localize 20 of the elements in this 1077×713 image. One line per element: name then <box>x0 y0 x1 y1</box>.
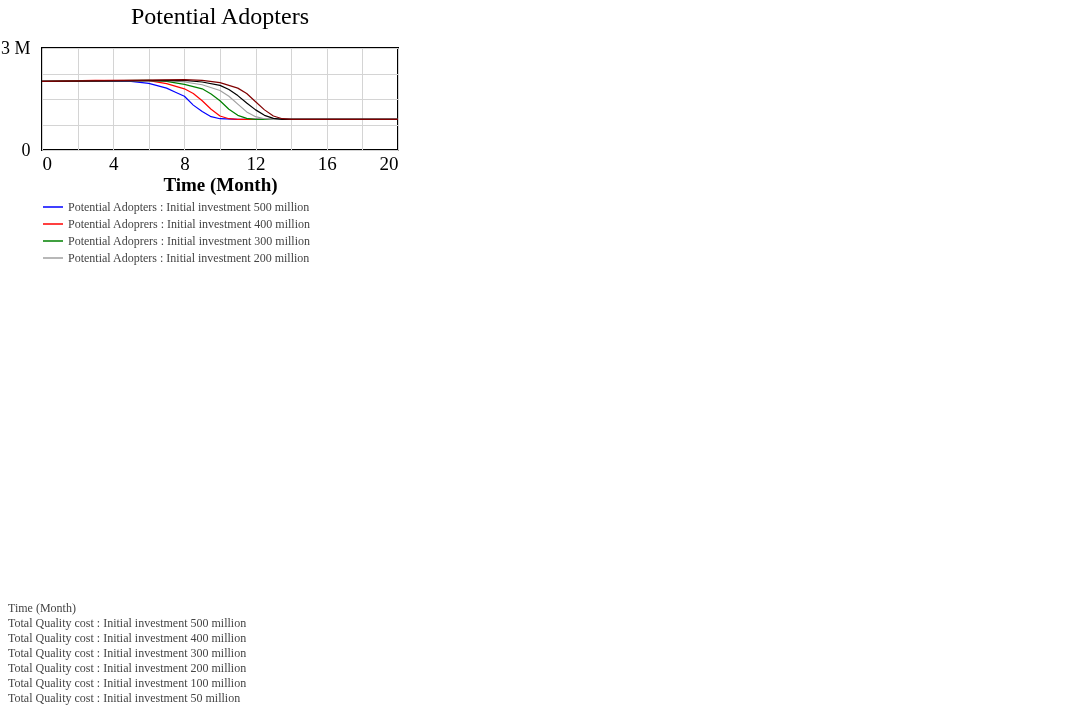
x-tick-label: 0 <box>42 152 52 174</box>
legend-label: Potential Adoprers : Initial investment 300 million <box>68 234 310 248</box>
legend-label: Potential Adopters : Initial investment 200 million <box>68 251 310 265</box>
text: Total Quality cost : Initial investment 400 million <box>8 630 247 645</box>
text: Time (Month) <box>8 600 76 615</box>
text: Total Quality cost : Initial investment 100 million <box>8 675 247 690</box>
text: Total Quality cost : Initial investment 500 million <box>8 615 247 630</box>
x-tick-label: 4 <box>108 152 119 174</box>
x-axis-title: Time (Month) <box>163 173 278 196</box>
x-tick-label: 16 <box>317 152 337 174</box>
text: Total Quality cost : Initial investment 50 million <box>8 690 241 705</box>
legend-label: Potential Adopters : Initial investment 500 million <box>68 200 310 214</box>
text: Total Quality cost : Initial investment 300 million <box>8 645 247 660</box>
y-tick-label: 3 M <box>0 37 31 58</box>
text: Total Quality cost : Initial investment 200 million <box>8 660 247 675</box>
x-tick-label: 12 <box>246 152 266 174</box>
chart-title: Potential Adopters <box>131 3 309 29</box>
legend-label: Potential Adoprers : Initial investment 400 million <box>68 217 310 231</box>
x-tick-label: 8 <box>180 152 190 174</box>
x-tick-label: 20 <box>379 152 399 174</box>
